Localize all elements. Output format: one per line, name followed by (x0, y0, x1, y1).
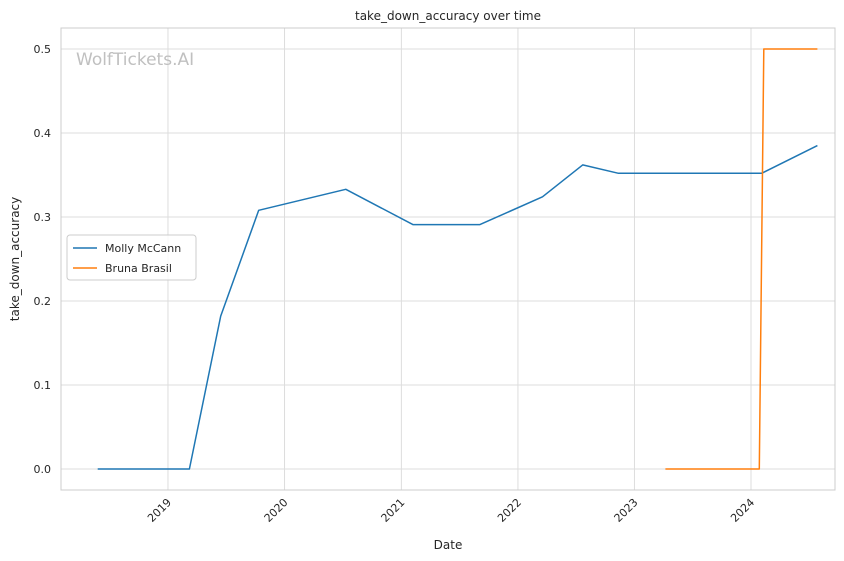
x-tick-label: 2024 (728, 496, 757, 525)
series-line-bruna-brasil (665, 48, 818, 470)
legend-label-bruna-brasil: Bruna Brasil (105, 262, 172, 275)
plot-frame (60, 27, 836, 491)
legend-label-molly-mccann: Molly McCann (105, 242, 181, 255)
x-axis-title: Date (434, 538, 463, 552)
x-tick-label: 2021 (379, 496, 408, 525)
y-tick-labels: 0.0 0.1 0.2 0.3 0.4 0.5 (34, 43, 52, 476)
y-axis-title: take_down_accuracy (8, 197, 22, 321)
x-tick-labels: 2019 2020 2021 2022 2023 2024 (145, 496, 757, 525)
legend: Molly McCann Bruna Brasil (66, 234, 197, 281)
legend-box (66, 234, 197, 281)
series-line-molly-mccann (97, 144, 818, 470)
x-tick-label: 2019 (145, 496, 174, 525)
y-tick-label: 0.2 (34, 295, 52, 308)
watermark-text: WolfTickets.AI (76, 50, 194, 70)
x-tick-label: 2020 (262, 496, 291, 525)
series-layer (97, 48, 818, 470)
y-tick-label: 0.5 (34, 43, 52, 56)
y-tick-label: 0.1 (34, 379, 52, 392)
y-tick-label: 0.3 (34, 211, 52, 224)
x-tick-label: 2023 (612, 496, 641, 525)
chart-title: take_down_accuracy over time (355, 9, 541, 23)
y-tick-label: 0.4 (34, 127, 52, 140)
x-tick-label: 2022 (495, 496, 524, 525)
y-tick-label: 0.0 (34, 463, 52, 476)
